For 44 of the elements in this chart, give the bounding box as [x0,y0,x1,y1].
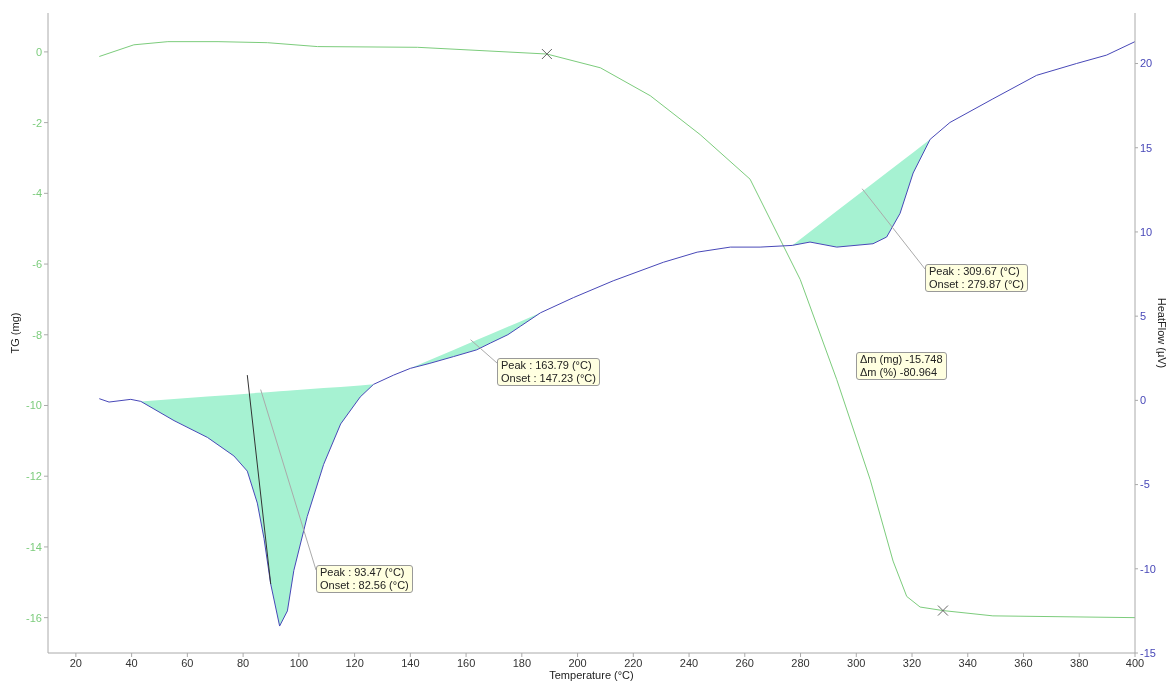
x-tick-label: 400 [1125,656,1145,669]
x-tick-label: 260 [735,656,754,669]
x-tick-label: 140 [401,656,420,669]
x-tick-label: 160 [456,656,476,669]
x-tick-label: 120 [345,656,364,669]
y-tick-label: -8 [32,328,42,341]
y2-tick-label: 0 [1140,394,1147,407]
y2-tick-label: 5 [1140,310,1147,323]
x-tick-label: 380 [1070,656,1089,669]
x-tick-label: 100 [289,656,309,669]
y2-axis-title: HeatFlow (µV) [1156,297,1168,369]
y2-tick-label: 10 [1140,225,1153,238]
y2-tick-label: 15 [1140,141,1153,154]
x-tick-label: 60 [181,656,194,669]
x-tick-label: 240 [679,656,699,669]
annotation: Peak : 93.47 (°C) Onset : 82.56 (°C) [320,566,409,592]
annotation: Peak : 309.67 (°C) Onset : 279.87 (°C) [929,265,1024,291]
x-tick-label: 200 [568,656,587,669]
y2-tick-label: 20 [1140,57,1153,70]
y-tick-label: -14 [26,540,42,553]
x-tick-label: 20 [69,656,82,669]
y-tick-label: 0 [35,45,42,58]
x-tick-label: 40 [125,656,138,669]
x-axis-title: Temperature (°C) [549,669,634,681]
y2-tick-label: -15 [1140,646,1156,659]
x-tick-label: 360 [1014,656,1033,669]
y-tick-label: -2 [32,116,42,129]
y2-tick-label: -5 [1140,478,1150,491]
x-tick-label: 80 [236,656,250,669]
x-tick-label: 320 [902,656,922,669]
y-tick-label: -4 [32,187,42,200]
y-tick-label: -10 [26,399,42,412]
x-tick-label: 300 [847,656,866,669]
annotation: Peak : 163.79 (°C) Onset : 147.23 (°C) [501,359,596,385]
x-tick-label: 180 [512,656,531,669]
x-tick-label: 340 [958,656,977,669]
annotation: Δm (mg) -15.748 Δm (%) -80.964 [860,353,943,379]
y-tick-label: -12 [26,470,42,483]
x-tick-label: 220 [624,656,643,669]
x-tick-label: 280 [791,656,810,669]
y-tick-label: -16 [26,611,42,624]
y-tick-label: -6 [32,257,42,270]
y-axis-title: TG (mg) [9,312,21,354]
y2-tick-label: -10 [1140,562,1156,575]
